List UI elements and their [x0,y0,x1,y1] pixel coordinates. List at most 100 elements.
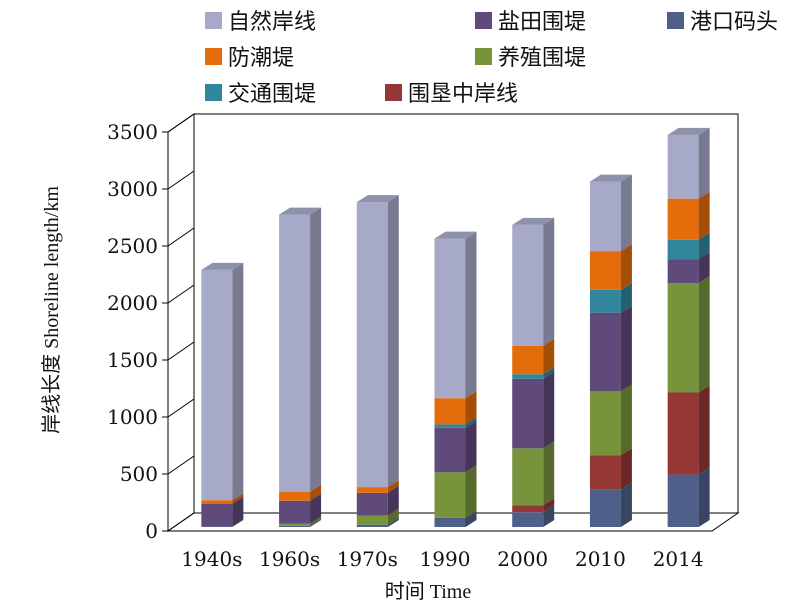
bar-segment [356,202,388,488]
bar-stack-1990 [434,231,477,527]
bars [201,127,710,527]
bar-segment-side [543,217,555,346]
bar-segment-side [543,338,555,375]
bar-segment [356,487,388,493]
bar-segment-side [232,493,244,504]
y-tick-depth-line [167,455,195,475]
y-tick-depth-line [167,398,195,418]
legend-swatch [385,83,402,101]
legend-swatch [205,83,222,101]
bar-top [356,195,399,203]
bar-top [279,207,322,215]
x-tick-label: 1990 [420,547,471,571]
bar-segment [667,474,699,527]
x-axis: 1940s 1960s 1970s 1990 2000 2010 2014 [181,547,703,571]
y-tick-label: 3000 [107,177,158,201]
bar-segment [434,517,466,527]
bar-segment [279,500,311,524]
bar-segment [667,239,699,260]
y-tick-depth-line [167,512,195,532]
bar-segment [356,524,388,527]
legend-swatch [475,47,492,65]
bar-segment [279,525,311,527]
legend-item: 交通围堤 [205,76,316,108]
bar-segment [589,312,621,392]
legend-item: 自然岸线 [205,4,316,36]
legend-label: 围垦中岸线 [408,82,519,107]
legend: 自然岸线 盐田围堤 港口码头防潮堤 养殖围堤交通围堤 围垦中岸线 [205,4,778,114]
bar-segment-side [620,482,632,527]
y-tick-depth-line [167,227,195,247]
bar-segment [434,238,466,399]
legend-item: 港口码头 [667,4,778,36]
bar-segment [201,269,233,501]
legend-item: 养殖围堤 [475,40,586,72]
bar-segment-side [620,305,632,392]
bar-segment-side [310,484,322,501]
bar-segment [589,289,621,313]
bar-segment [589,391,621,456]
bar-segment-side [698,467,710,527]
legend-item: 防潮堤 [205,40,294,72]
legend-item: 围垦中岸线 [385,76,518,108]
bar-top [667,127,710,135]
x-tick-label: 2010 [575,547,626,571]
bar-stack-2000 [512,217,555,527]
bar-stack-1960s [279,207,322,527]
bar-segment [667,198,699,240]
bar-segment-side [543,371,555,449]
bar-top [434,231,477,239]
bar-segment-side [387,508,399,525]
bar-segment [356,492,388,516]
bar-segment [279,523,311,526]
side-wall [167,113,195,532]
legend-label: 防潮堤 [228,46,295,71]
legend-swatch [205,47,222,65]
y-tick-label: 500 [120,462,158,486]
bar-segment-side [543,498,555,513]
legend-label: 养殖围堤 [498,46,587,71]
y-tick-label: 0 [145,519,158,543]
y-tick-label: 1000 [107,405,158,429]
bar-segment [512,505,544,513]
bar-segment-side [465,391,477,425]
bar-segment-side [620,384,632,456]
y-axis: 0 500 1000 1500 2000 2500 3000 3500 [107,113,195,543]
bar-segment-side [232,519,244,527]
bar-segment [589,455,621,490]
bar-segment-side [543,367,555,379]
bar-segment-side [698,232,710,260]
bar-stack-1970s [356,195,399,527]
legend-label: 盐田围堤 [498,10,587,35]
bar-top [512,217,555,225]
bar-segment [434,427,466,473]
bar-segment [512,512,544,527]
bar-segment [667,134,699,199]
bar-segment [667,392,699,475]
x-tick-label: 2014 [653,547,704,571]
legend-item: 盐田围堤 [475,4,586,36]
bar-stack-2010 [589,174,632,527]
bar-stack-2014 [667,127,710,527]
bar-segment-side [232,496,244,527]
bar-stack-1940s [201,262,244,527]
bar-segment [201,503,233,527]
bar-segment [512,378,544,449]
bar-segment-side [232,262,244,501]
bar-segment-side [387,480,399,493]
bar-segment [589,251,621,290]
legend-label: 交通围堤 [228,82,317,107]
x-tick-label: 1970s [337,547,398,571]
bar-top [589,174,632,182]
bar-segment-side [465,465,477,518]
bar-segment [512,448,544,506]
bar-segment [279,214,311,492]
y-axis-title: 岸线长度 Shoreline length/km [40,186,63,434]
bar-segment-side [310,518,322,527]
bar-segment [667,259,699,284]
legend-swatch [667,11,684,29]
bar-segment-side [465,510,477,527]
bar-segment-side [698,276,710,393]
legend-swatch [205,11,222,29]
